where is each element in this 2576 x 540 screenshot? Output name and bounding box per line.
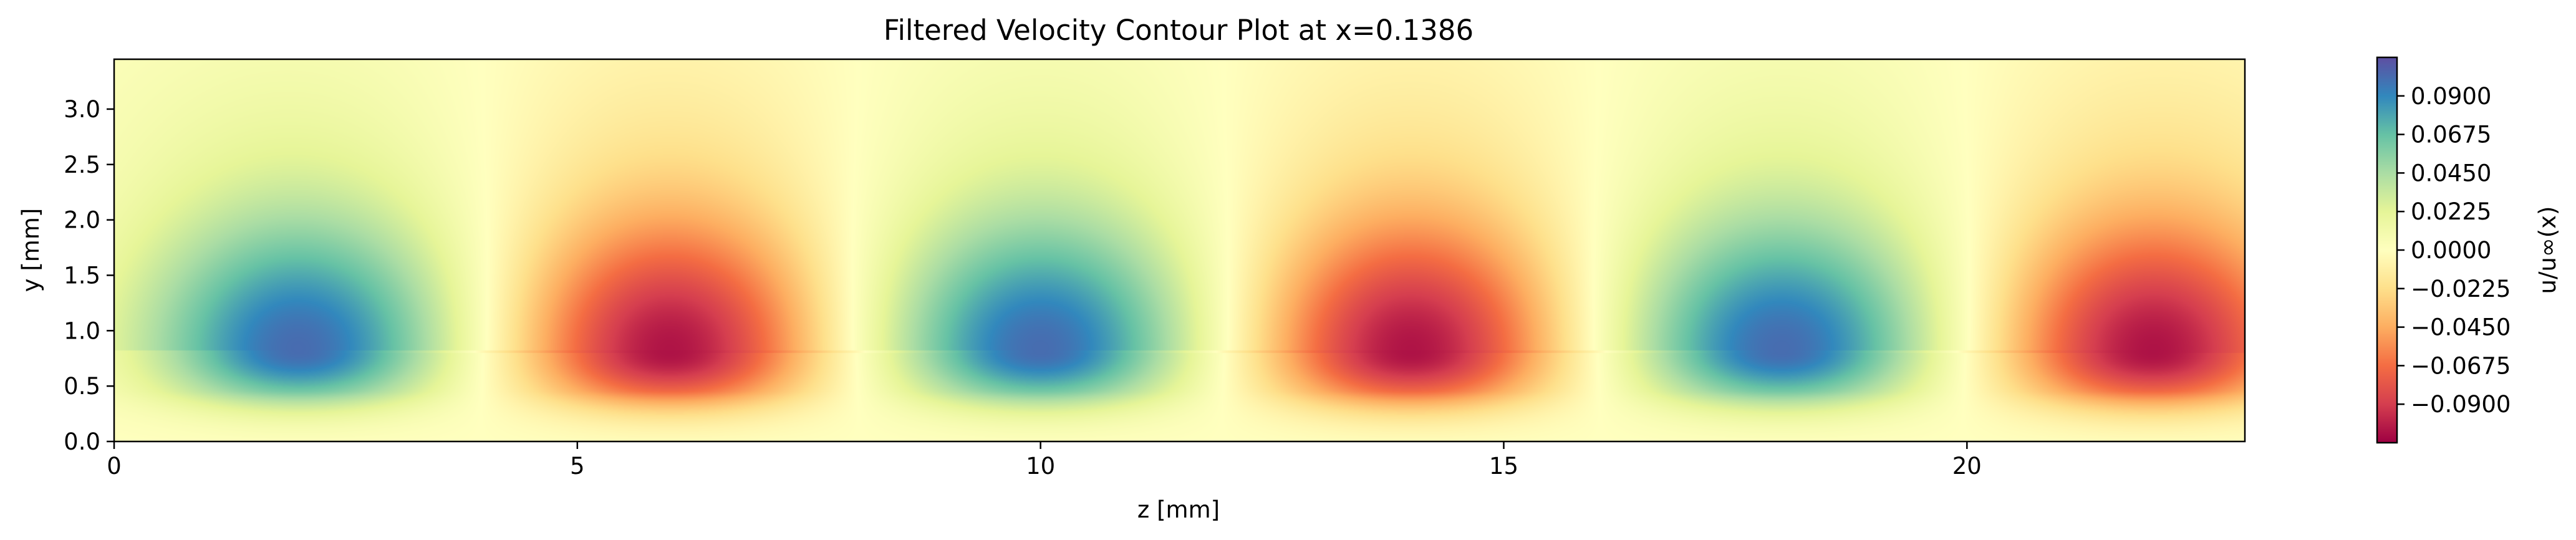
y-tick-label: 1.0 (64, 317, 100, 344)
colorbar-label: u/u∞(x) (2534, 206, 2561, 294)
chart-title: Filtered Velocity Contour Plot at x=0.13… (884, 14, 1474, 47)
y-tick-label: 2.0 (64, 207, 100, 234)
colorbar-tick-label: −0.0675 (2411, 352, 2511, 379)
y-axis-label: y [mm] (17, 208, 44, 292)
plot-area (113, 58, 2246, 443)
y-tick-label: 0.0 (64, 428, 100, 455)
colorbar-tick-label: 0.0450 (2411, 160, 2491, 186)
y-tick-label: 1.5 (64, 262, 100, 289)
colorbar-tick-label: −0.0225 (2411, 276, 2511, 302)
y-tick-label: 0.5 (64, 373, 100, 400)
colorbar-tick-label: −0.0450 (2411, 314, 2511, 341)
x-axis: 0 5 10 15 20 (107, 441, 1982, 480)
plot-frame (113, 58, 2246, 443)
x-tick-label: 10 (1026, 453, 1055, 480)
colorbar-gradient (2377, 57, 2397, 443)
colorbar-tick-label: 0.0675 (2411, 122, 2491, 148)
colorbar-tick-label: −0.0900 (2411, 391, 2511, 418)
y-tick-label: 3.0 (64, 96, 100, 123)
colorbar-tick-label: 0.0000 (2411, 237, 2491, 264)
x-tick-label: 0 (107, 453, 122, 480)
x-tick-label: 5 (570, 453, 585, 480)
colorbar-ticks: 0.0900 0.0675 0.0450 0.0225 0.0000 −0.0225 −0.… (2397, 83, 2511, 418)
colorbar-tick-label: 0.0225 (2411, 198, 2491, 225)
x-axis-label: z [mm] (1137, 496, 1220, 523)
heatmap-field (114, 59, 2245, 441)
colorbar: 0.0900 0.0675 0.0450 0.0225 0.0000 −0.0225 −0.… (2376, 56, 2561, 444)
x-tick-label: 20 (1952, 453, 1982, 480)
colorbar-tick-label: 0.0900 (2411, 83, 2491, 110)
y-tick-label: 2.5 (64, 152, 100, 178)
x-tick-label: 15 (1489, 453, 1518, 480)
y-axis: 0.0 0.5 1.0 1.5 2.0 2.5 3.0 (64, 96, 114, 455)
